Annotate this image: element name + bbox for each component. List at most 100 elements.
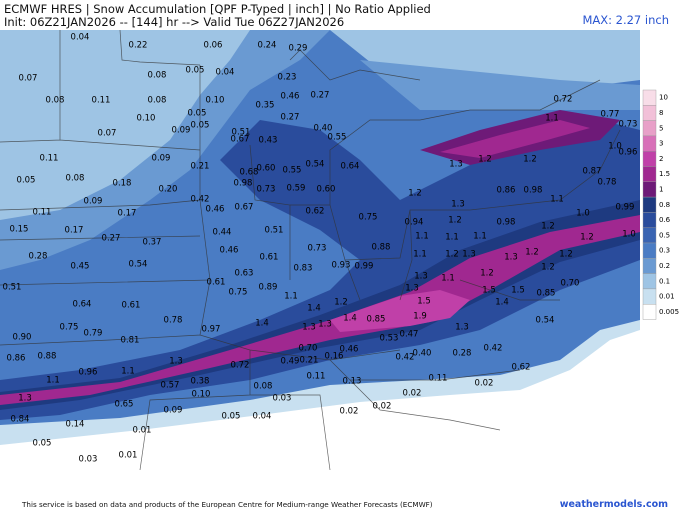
colorbar-label: 1	[659, 185, 663, 193]
map-value: 0.35	[256, 101, 275, 111]
map-value: 0.75	[229, 288, 248, 298]
map-value: 0.07	[98, 129, 117, 139]
map-value: 0.51	[232, 128, 251, 138]
map-value: 0.02	[373, 402, 392, 412]
map-value: 0.10	[206, 96, 225, 106]
map-value: 1.3	[451, 200, 465, 210]
colorbar-label: 0.8	[659, 201, 670, 209]
header-bg	[0, 0, 680, 30]
map-value: 0.05	[33, 439, 52, 449]
map-value: 0.09	[84, 197, 103, 207]
map-value: 0.42	[396, 353, 415, 363]
precip-field	[0, 330, 640, 497]
map-value: 0.61	[122, 301, 141, 311]
map-value: 0.51	[3, 283, 22, 293]
map	[0, 30, 640, 497]
precip-field	[330, 290, 470, 332]
site-link[interactable]: weathermodels.com	[560, 499, 668, 510]
map-value: 1.1	[121, 367, 135, 377]
map-value: 1.4	[307, 304, 321, 314]
map-value: 0.54	[536, 316, 555, 326]
map-value: 1.3	[449, 160, 463, 170]
map-value: 0.11	[92, 96, 111, 106]
colorbar-label: 0.005	[659, 308, 679, 316]
colorbar-swatch	[642, 242, 657, 259]
map-value: 0.08	[254, 382, 273, 392]
map-value: 0.28	[29, 252, 48, 262]
map-value: 0.15	[10, 225, 29, 235]
colorbar-label: 5	[659, 124, 663, 132]
map-value: 0.93	[332, 261, 351, 271]
map-value: 0.94	[405, 218, 424, 228]
map-value: 1.3	[18, 394, 32, 404]
precip-field	[440, 120, 590, 158]
map-value: 0.42	[191, 195, 210, 205]
map-value: 0.24	[258, 41, 277, 51]
map-value: 1.1	[445, 233, 459, 243]
map-value: 0.49	[281, 357, 300, 367]
colorbar-swatch	[642, 181, 657, 198]
map-value: 1.1	[415, 232, 429, 242]
map-value: 1.2	[523, 155, 537, 165]
map-value-labels: 0.04 0.22 0.06 0.24 0.29 0.05 0.04 0.08 0.07 0.23…	[3, 33, 638, 465]
colorbar-label: 10	[659, 94, 668, 102]
map-value: 0.67	[235, 203, 254, 213]
precip-field	[0, 200, 640, 410]
map-value: 0.20	[159, 185, 178, 195]
map-value: 0.18	[113, 179, 132, 189]
map-value: 0.57	[161, 381, 180, 391]
map-value: 0.27	[281, 113, 300, 123]
colorbar: 10 8 5 3 2 1.5 1 0.8 0.6 0.5 0.3 0.2 0.1 0.01 0.005	[642, 89, 679, 320]
map-value: 0.11	[33, 208, 52, 218]
map-value: 0.02	[403, 389, 422, 399]
map-value: 0.98	[497, 218, 516, 228]
map-value: 0.11	[429, 374, 448, 384]
colorbar-swatch	[642, 304, 657, 320]
map-value: 0.21	[191, 162, 210, 172]
map-value: 0.64	[341, 162, 360, 172]
map-value: 0.08	[46, 96, 65, 106]
map-value: 1.0	[576, 209, 590, 219]
footer-bg	[0, 497, 680, 510]
colorbar-swatch	[642, 258, 657, 274]
map-value: 1.2	[525, 248, 539, 258]
map-value: 0.28	[453, 349, 472, 359]
colorbar-swatch	[642, 150, 657, 167]
map-value: 0.02	[340, 407, 359, 417]
map-value: 1.2	[334, 298, 348, 308]
map-value: 0.99	[355, 262, 374, 272]
map-value: 0.67	[231, 135, 250, 145]
map-value: 0.85	[537, 289, 556, 299]
map-value: 1.0	[622, 230, 636, 240]
map-value: 0.05	[222, 412, 241, 422]
map-value: 0.64	[73, 300, 92, 310]
map-value: 0.70	[299, 344, 318, 354]
map-value: 1.1	[46, 376, 60, 386]
precip-field	[0, 120, 640, 420]
map-value: 0.86	[497, 186, 516, 196]
colorbar-swatch	[642, 135, 657, 152]
map-value: 0.09	[152, 154, 171, 164]
colorbar-label: 1.5	[659, 170, 670, 178]
map-value: 0.04	[253, 412, 272, 422]
map-value: 1.1	[413, 250, 427, 260]
map-value: 0.62	[306, 207, 325, 217]
map-value: 0.73	[257, 185, 276, 195]
map-value: 0.22	[129, 41, 148, 51]
map-value: 1.2	[580, 233, 594, 243]
map-value: 1.2	[541, 263, 555, 273]
map-value: 1.3	[504, 253, 518, 263]
map-value: 0.01	[133, 426, 152, 436]
map-value: 0.08	[66, 174, 85, 184]
colorbar-label: 0.2	[659, 262, 670, 270]
map-value: 0.72	[231, 361, 250, 371]
map-value: 0.68	[240, 168, 259, 178]
map-value: 1.3	[414, 272, 428, 282]
map-value: 1.4	[343, 314, 357, 324]
map-value: 0.27	[102, 234, 121, 244]
map-value: 0.88	[38, 352, 57, 362]
map-value: 0.08	[148, 71, 167, 81]
map-value: 0.84	[11, 415, 30, 425]
map-value: 0.46	[281, 92, 300, 102]
